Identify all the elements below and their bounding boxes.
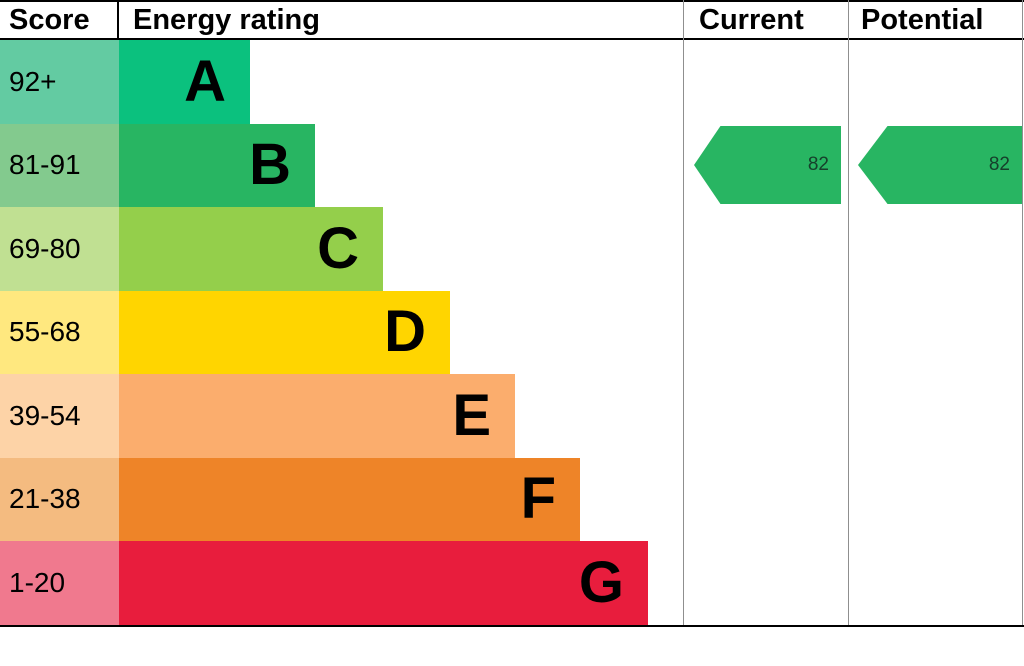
potential-rating-arrow: 82 xyxy=(858,126,1022,204)
score-range-label: 69-80 xyxy=(0,207,119,291)
rating-letter: B xyxy=(249,132,291,198)
current-rating-arrow: 82 xyxy=(694,126,841,204)
band-row-g: 1-20 G xyxy=(0,541,1024,625)
rating-bar-c: C xyxy=(119,207,383,291)
band-row-d: 55-68 D xyxy=(0,290,1024,374)
score-range-label: 55-68 xyxy=(0,290,119,374)
header-potential: Potential xyxy=(861,3,984,36)
rating-letter: G xyxy=(578,549,624,615)
rating-letter: C xyxy=(317,215,359,281)
potential-column-divider xyxy=(848,0,849,626)
header-energy-rating: Energy rating xyxy=(133,3,320,36)
score-range-label: 81-91 xyxy=(0,123,119,207)
band-rows: 92+ A 81-91 B 69-80 C 55-68 D 39-54 E 21-38 F 1-20 G xyxy=(0,40,1024,625)
header-score: Score xyxy=(0,2,119,38)
rating-bar-e: E xyxy=(119,374,515,458)
rating-letter: A xyxy=(184,48,226,114)
rating-bar-d: D xyxy=(119,290,450,374)
band-row-f: 21-38 F xyxy=(0,457,1024,541)
score-range-label: 39-54 xyxy=(0,374,119,458)
rating-bar-f: F xyxy=(119,457,580,541)
chart-header: Score Energy rating Current Potential xyxy=(0,0,1024,40)
band-row-b: 81-91 B xyxy=(0,123,1024,207)
score-range-label: 92+ xyxy=(0,40,119,124)
score-range-label: 21-38 xyxy=(0,457,119,541)
rating-bar-g: G xyxy=(119,541,648,625)
rating-bar-b: B xyxy=(119,123,315,207)
rating-bar-a: A xyxy=(119,40,250,124)
current-rating-value: 82 xyxy=(807,154,829,175)
rating-letter: E xyxy=(452,382,491,448)
band-row-c: 69-80 C xyxy=(0,207,1024,291)
potential-rating-value: 82 xyxy=(988,154,1010,175)
rating-letter: D xyxy=(384,299,426,365)
chart-bottom-border xyxy=(0,624,1024,627)
right-border xyxy=(1022,0,1023,626)
header-current: Current xyxy=(699,3,804,36)
rating-letter: F xyxy=(520,466,556,532)
band-row-a: 92+ A xyxy=(0,40,1024,124)
band-row-e: 39-54 E xyxy=(0,374,1024,458)
score-range-label: 1-20 xyxy=(0,541,119,625)
current-column-divider xyxy=(683,0,684,626)
